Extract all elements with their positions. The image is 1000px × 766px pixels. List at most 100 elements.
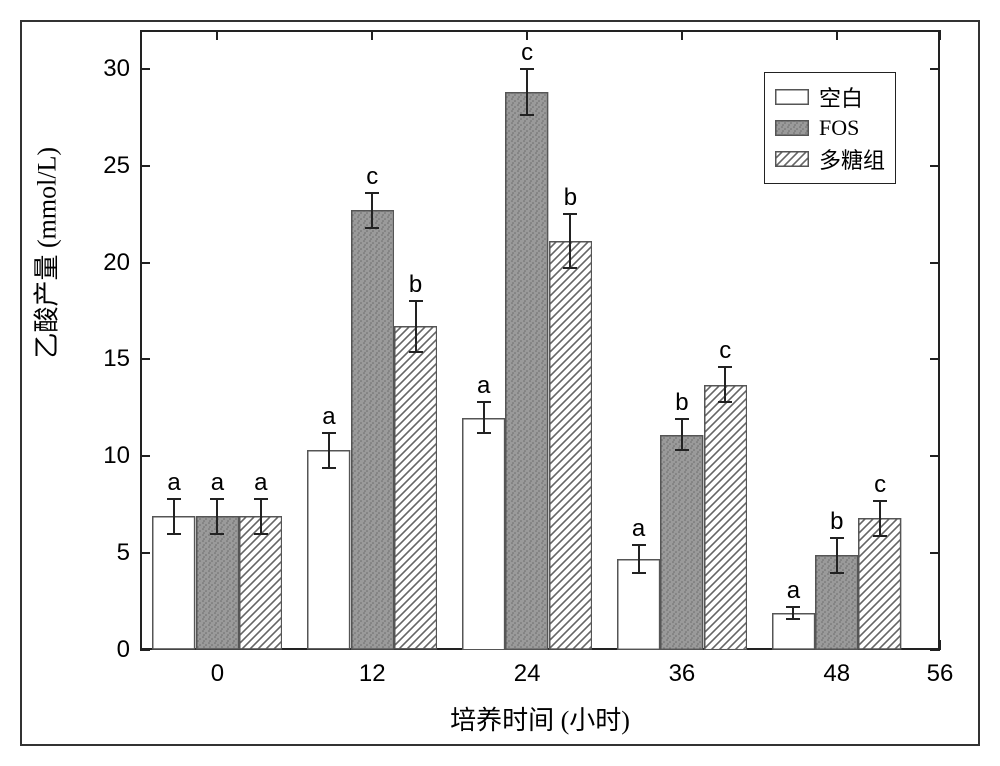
bar-fos	[505, 92, 548, 650]
error-bar	[328, 433, 330, 468]
y-tick-label: 30	[103, 55, 130, 83]
error-cap	[520, 68, 534, 70]
y-tick-label: 0	[117, 636, 130, 664]
x-tick	[939, 640, 941, 650]
error-cap	[254, 533, 268, 535]
legend-swatch-blank	[775, 89, 809, 105]
significance-label: a	[469, 372, 499, 400]
error-cap	[365, 192, 379, 194]
y-tick	[930, 358, 940, 360]
bar-poly	[394, 326, 437, 650]
error-cap	[254, 498, 268, 500]
bar-blank	[307, 450, 350, 650]
significance-label: a	[202, 469, 232, 497]
legend-swatch-poly	[775, 151, 809, 167]
bar-fos	[351, 210, 394, 650]
x-tick	[371, 30, 373, 40]
x-tick-label: 24	[507, 660, 547, 688]
x-tick-label: 48	[817, 660, 857, 688]
error-cap	[409, 300, 423, 302]
error-cap	[167, 533, 181, 535]
significance-label: b	[822, 508, 852, 536]
error-cap	[520, 114, 534, 116]
error-bar	[724, 367, 726, 402]
error-cap	[632, 572, 646, 574]
acetic-acid-chart: 乙酸产量 (mmol/L) 培养时间 (小时) 空白FOS多糖组 0510152…	[0, 0, 1000, 766]
error-cap	[563, 213, 577, 215]
significance-label: c	[357, 163, 387, 191]
error-cap	[477, 432, 491, 434]
error-cap	[873, 535, 887, 537]
y-tick	[140, 649, 150, 651]
error-bar	[260, 499, 262, 534]
error-cap	[718, 401, 732, 403]
error-bar	[415, 301, 417, 351]
y-tick	[140, 262, 150, 264]
y-axis-label: 乙酸产量 (mmol/L)	[27, 329, 64, 359]
y-tick-label: 15	[103, 345, 130, 373]
bar-fos	[660, 435, 703, 650]
error-cap	[786, 618, 800, 620]
legend-swatch-fos	[775, 120, 809, 136]
significance-label: a	[159, 469, 189, 497]
significance-label: a	[246, 469, 276, 497]
y-tick	[930, 165, 940, 167]
error-cap	[322, 432, 336, 434]
bar-poly	[704, 385, 747, 650]
bar-fos	[196, 516, 239, 650]
y-tick	[140, 358, 150, 360]
y-tick	[930, 68, 940, 70]
error-bar	[371, 193, 373, 228]
error-cap	[210, 498, 224, 500]
x-tick-label: 0	[197, 660, 237, 688]
error-cap	[830, 572, 844, 574]
error-cap	[632, 544, 646, 546]
error-bar	[681, 419, 683, 450]
y-tick-label: 25	[103, 152, 130, 180]
significance-label: c	[710, 337, 740, 365]
bar-blank	[462, 418, 505, 651]
bar-poly	[239, 516, 282, 650]
bar-poly	[858, 518, 901, 650]
error-cap	[675, 449, 689, 451]
error-bar	[638, 545, 640, 572]
legend: 空白FOS多糖组	[764, 72, 896, 184]
significance-label: c	[512, 39, 542, 67]
error-cap	[675, 418, 689, 420]
legend-label: 多糖组	[819, 143, 885, 175]
error-bar	[173, 499, 175, 534]
x-tick-label: 36	[662, 660, 702, 688]
y-tick	[140, 165, 150, 167]
x-axis-label: 培养时间 (小时)	[420, 700, 660, 737]
x-tick	[681, 30, 683, 40]
x-tick	[836, 30, 838, 40]
legend-item-blank: 空白	[775, 81, 885, 113]
legend-item-poly: 多糖组	[775, 143, 885, 175]
error-cap	[409, 351, 423, 353]
error-cap	[322, 467, 336, 469]
y-tick	[930, 455, 940, 457]
error-bar	[483, 402, 485, 433]
y-tick-label: 20	[103, 249, 130, 277]
error-cap	[365, 227, 379, 229]
error-cap	[786, 606, 800, 608]
error-cap	[563, 267, 577, 269]
error-bar	[526, 69, 528, 116]
error-cap	[830, 537, 844, 539]
error-bar	[879, 501, 881, 536]
error-bar	[216, 499, 218, 534]
legend-label: 空白	[819, 81, 863, 113]
bar-blank	[152, 516, 195, 650]
error-cap	[210, 533, 224, 535]
significance-label: b	[555, 184, 585, 212]
y-tick	[140, 68, 150, 70]
significance-label: b	[401, 271, 431, 299]
y-tick	[930, 552, 940, 554]
significance-label: a	[778, 577, 808, 605]
y-tick	[930, 262, 940, 264]
legend-label: FOS	[819, 115, 859, 141]
error-cap	[873, 500, 887, 502]
significance-label: c	[865, 471, 895, 499]
significance-label: a	[624, 515, 654, 543]
y-tick-label: 10	[103, 442, 130, 470]
